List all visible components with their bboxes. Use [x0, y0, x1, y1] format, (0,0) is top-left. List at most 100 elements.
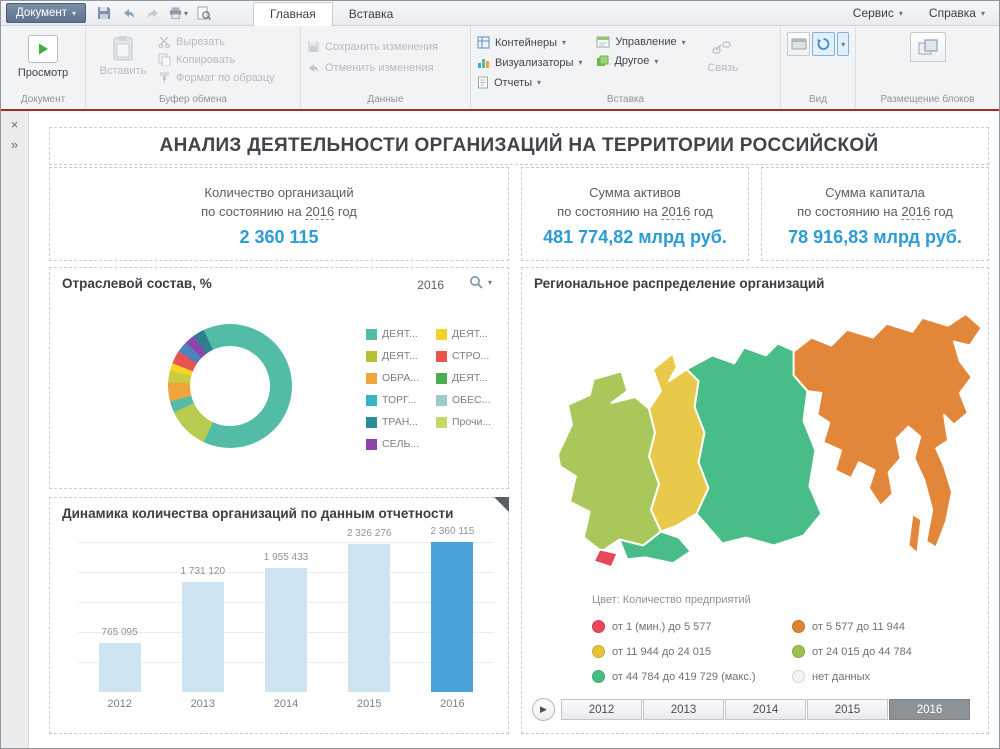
quick-access-toolbar: ▾: [94, 4, 213, 22]
map-region-fareast[interactable]: [792, 312, 983, 549]
legend-item[interactable]: ОБРА...: [366, 372, 419, 384]
save-changes-icon: [307, 40, 320, 53]
map-legend-item[interactable]: от 11 944 до 24 015: [592, 639, 792, 664]
map-region-west[interactable]: [557, 370, 662, 553]
kpi-year-link[interactable]: 2016: [901, 204, 931, 220]
legend-item[interactable]: СЕЛЬ...: [366, 438, 419, 450]
kpi-capital-card[interactable]: Сумма капитала по состоянию на 2016 год …: [761, 167, 989, 261]
russia-map[interactable]: [528, 298, 984, 590]
year-button-2016[interactable]: 2016: [889, 699, 970, 720]
bar-2015[interactable]: 2 326 276: [328, 528, 411, 692]
expand-panel-icon[interactable]: »: [10, 137, 19, 152]
legend-dot: [792, 645, 805, 658]
copy-button[interactable]: Копировать: [158, 53, 275, 66]
caret-down-icon: ▾: [578, 58, 583, 67]
play-icon: [28, 35, 58, 63]
save-icon[interactable]: [94, 4, 113, 22]
tab-glavnaya[interactable]: Главная: [253, 1, 333, 26]
refresh-options-button[interactable]: ▾: [837, 32, 849, 56]
clipboard-icon: [112, 35, 134, 61]
cut-button[interactable]: Вырезать: [158, 36, 275, 48]
bar-2014[interactable]: 1 955 433: [244, 542, 327, 692]
map-legend-item[interactable]: от 24 015 до 44 784: [792, 639, 992, 664]
map-legend-item[interactable]: от 1 (мин.) до 5 577: [592, 614, 792, 639]
link-button[interactable]: Связь: [700, 36, 746, 89]
map-region-central[interactable]: [685, 342, 823, 547]
bar[interactable]: [348, 544, 391, 692]
map-region-crimea[interactable]: [592, 548, 619, 569]
bar[interactable]: [98, 643, 141, 692]
year-button-2015[interactable]: 2015: [807, 699, 888, 720]
legend-item[interactable]: ДЕЯТ...: [436, 372, 491, 384]
legend-item[interactable]: ТОРГ...: [366, 394, 419, 406]
view-mode-button[interactable]: [787, 32, 811, 56]
preview-button[interactable]: Просмотр: [12, 32, 74, 79]
bar-2013[interactable]: 1 731 120: [161, 542, 244, 692]
legend-item[interactable]: ДЕЯТ...: [366, 328, 419, 340]
legend-item[interactable]: Прочи...: [436, 416, 491, 428]
close-panel-icon[interactable]: ×: [10, 117, 19, 132]
map-region-south[interactable]: [618, 530, 692, 565]
preview-icon[interactable]: [194, 4, 213, 22]
map-region-sakhalin[interactable]: [907, 512, 923, 555]
play-years-button[interactable]: ▶: [532, 698, 555, 721]
map-block[interactable]: Региональное распределение организаций Ц…: [521, 267, 989, 734]
legend-item[interactable]: СТРО...: [436, 350, 491, 362]
x-tick: 2013: [190, 698, 216, 710]
dashboard-title-block[interactable]: АНАЛИЗ ДЕЯТЕЛЬНОСТИ ОРГАНИЗАЦИЙ НА ТЕРРИ…: [49, 127, 989, 165]
service-menu[interactable]: Сервис ▾: [852, 6, 903, 20]
kpi-assets-card[interactable]: Сумма активов по состоянию на 2016 год 4…: [521, 167, 749, 261]
map-legend-item[interactable]: от 44 784 до 419 729 (макс.): [592, 664, 792, 689]
bar-value-label: 1 955 433: [263, 552, 309, 563]
tab-vstavka[interactable]: Вставка: [348, 6, 394, 21]
undo-changes-button[interactable]: Отменить изменения: [307, 62, 438, 74]
other-button[interactable]: Другое ▾: [596, 55, 685, 67]
year-button-2012[interactable]: 2012: [561, 699, 642, 720]
fold-corner-icon: [494, 497, 509, 512]
kpi-year-link[interactable]: 2016: [305, 204, 335, 220]
management-button[interactable]: Управление ▾: [596, 36, 686, 48]
legend-item[interactable]: ТРАН...: [366, 416, 419, 428]
reports-button[interactable]: Отчеты ▾: [477, 76, 582, 89]
containers-button[interactable]: Контейнеры ▾: [477, 36, 582, 49]
legend-item[interactable]: ДЕЯТ...: [436, 328, 491, 340]
map-legend-item[interactable]: от 5 577 до 11 944: [792, 614, 992, 639]
dynamics-block[interactable]: Динамика количества организаций по данны…: [49, 497, 509, 734]
paste-button[interactable]: Вставить: [92, 32, 154, 77]
legend-item[interactable]: ДЕЯТ...: [366, 350, 419, 362]
undo-icon[interactable]: [119, 4, 138, 22]
block-layout-button[interactable]: [909, 32, 946, 62]
dynamics-title: Динамика количества организаций по данны…: [62, 506, 454, 521]
redo-icon[interactable]: [144, 4, 163, 22]
x-tick: 2012: [107, 698, 132, 710]
bar[interactable]: [181, 582, 224, 692]
search-icon[interactable]: [469, 275, 484, 290]
kpi-year-link[interactable]: 2016: [661, 204, 691, 220]
format-painter-button[interactable]: Формат по образцу: [158, 71, 275, 84]
map-legend-item[interactable]: нет данных: [792, 664, 992, 689]
kpi-count-card[interactable]: Количество организаций по состоянию на 2…: [49, 167, 509, 261]
containers-icon: [477, 36, 490, 49]
visualizers-button[interactable]: Визуализаторы ▾: [477, 56, 582, 69]
year-bar: 2012 2013 2014 2015 2016: [561, 699, 970, 720]
caret-down-icon[interactable]: ▾: [487, 278, 492, 287]
save-changes-button[interactable]: Сохранить изменения: [307, 40, 438, 53]
help-menu[interactable]: Справка ▾: [928, 6, 985, 20]
bar[interactable]: [431, 542, 474, 692]
legend-swatch: [366, 372, 377, 384]
print-icon[interactable]: ▾: [169, 4, 188, 22]
bar-2016[interactable]: 2 360 115: [411, 526, 494, 692]
year-button-2014[interactable]: 2014: [725, 699, 806, 720]
bar-2012[interactable]: 765 095: [78, 542, 161, 692]
bar[interactable]: [265, 568, 307, 692]
bar-x-axis: 2012 2013 2014 2015 2016: [78, 698, 494, 710]
document-menu-button[interactable]: Документ ▾: [6, 3, 87, 23]
legend-dot: [592, 620, 605, 633]
industry-block[interactable]: Отраслевой состав, % 2016 ▾ ДЕЯТ... ДЕЯТ…: [49, 267, 509, 489]
industry-donut[interactable]: [168, 324, 292, 448]
legend-item[interactable]: ОБЕС...: [436, 394, 491, 406]
year-button-2013[interactable]: 2013: [643, 699, 724, 720]
refresh-button[interactable]: [812, 32, 836, 56]
industry-year-filter[interactable]: 2016: [417, 278, 444, 292]
legend-swatch: [366, 416, 377, 428]
